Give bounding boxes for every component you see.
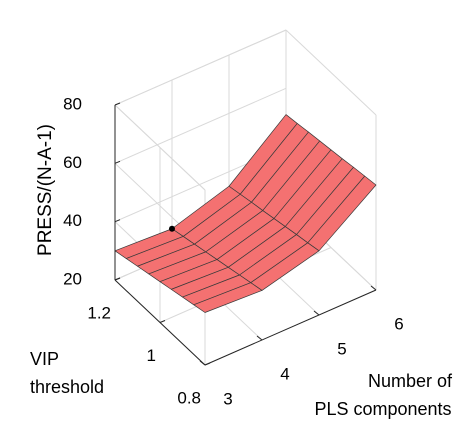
x-tick — [313, 310, 320, 316]
z-tick — [114, 102, 121, 106]
y-tick — [114, 277, 121, 281]
z-axis-label: PRESS/(N-A-1) — [35, 124, 56, 256]
highlight-point — [169, 225, 175, 232]
x-tick-label: 4 — [280, 364, 289, 383]
z-tick-label: 40 — [63, 211, 82, 230]
z-tick — [114, 160, 121, 164]
y-axis-label: threshold — [30, 377, 104, 397]
x-tick — [256, 335, 263, 341]
y-tick-label: 0.8 — [177, 388, 201, 407]
z-tick-label: 60 — [63, 153, 82, 172]
x-axis — [204, 289, 377, 366]
surface-face — [193, 282, 263, 313]
x-axis-label: Number of — [368, 371, 453, 391]
grid-line — [114, 29, 287, 106]
grid-line — [114, 87, 287, 164]
z-tick-label: 80 — [63, 94, 82, 113]
z-tick-label: 20 — [63, 269, 82, 288]
x-tick-label: 3 — [223, 389, 232, 408]
box-edge — [285, 29, 377, 116]
x-tick-label: 5 — [337, 339, 346, 358]
y-tick — [159, 320, 166, 323]
x-tick-label: 6 — [394, 314, 403, 333]
x-tick — [370, 285, 377, 291]
x-tick — [199, 360, 206, 366]
y-tick — [204, 362, 211, 366]
y-tick-label: 1 — [147, 346, 156, 365]
x-axis-label: PLS components — [314, 399, 451, 419]
y-tick-label: 1.2 — [87, 303, 111, 322]
z-tick — [114, 219, 121, 223]
y-axis-label: VIP — [30, 349, 59, 369]
